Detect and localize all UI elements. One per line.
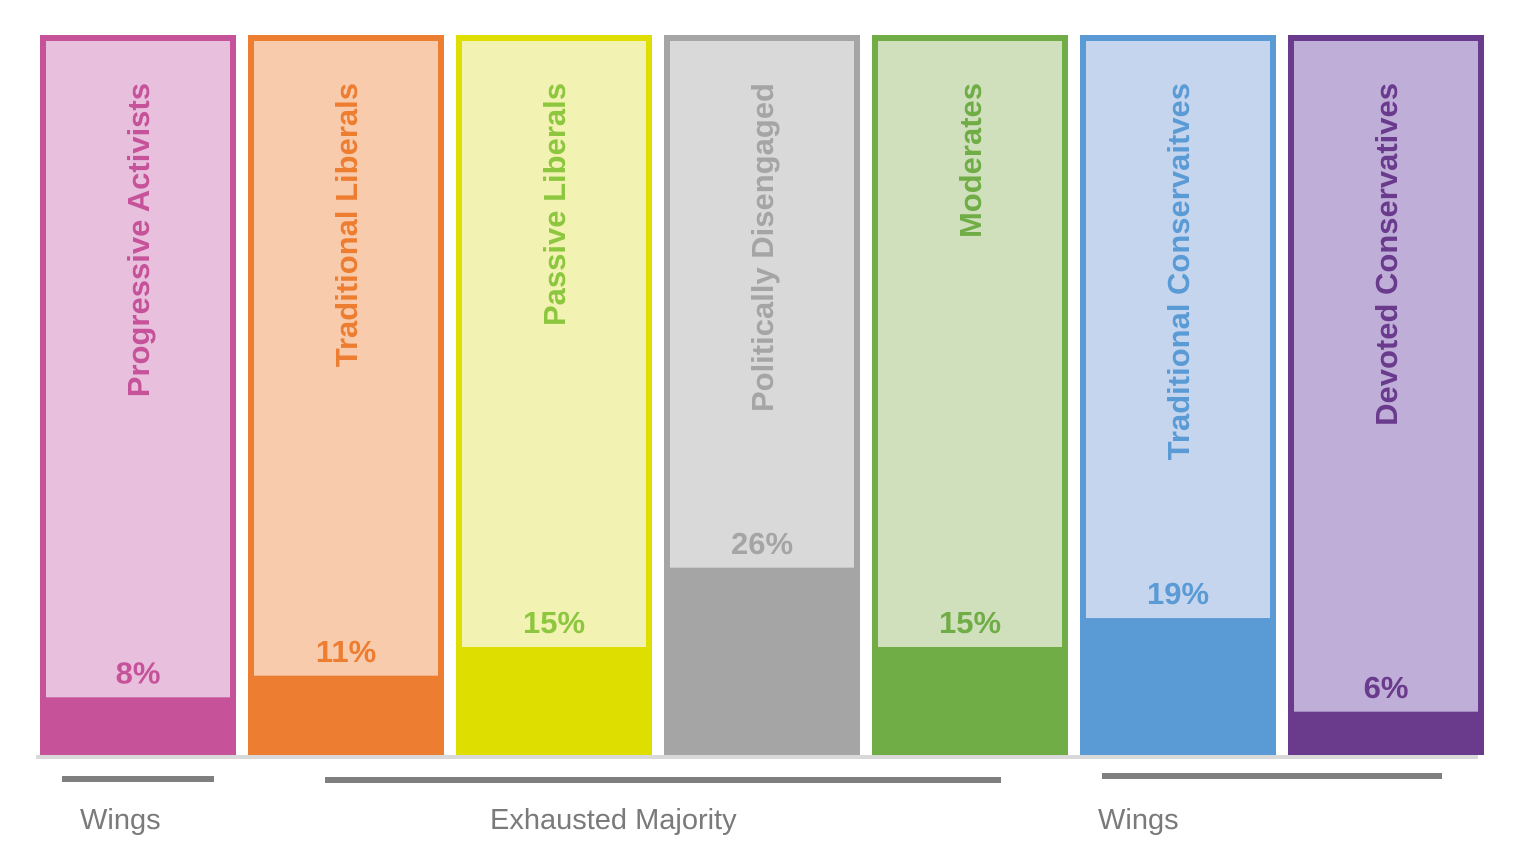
segment-panel [46,41,230,698]
value-bar [40,697,236,755]
value-bar [248,675,444,755]
segment-panel [254,41,438,676]
segment-panel [1294,41,1478,712]
group-label: Wings [80,804,161,836]
value-label: 19% [1147,576,1209,611]
value-label: 26% [731,526,793,561]
value-label: 15% [523,605,585,640]
value-label: 11% [316,634,376,669]
segment-panel [878,41,1062,647]
value-bar [456,647,652,755]
segment-label: Traditional Conservaitves [1161,83,1196,460]
segment-label: Traditional Liberals [329,83,364,367]
group-label: Exhausted Majority [490,804,737,836]
segment-label: Passive Liberals [537,83,572,326]
value-bar [1288,711,1484,755]
value-label: 15% [939,605,1001,640]
value-bar [664,567,860,755]
value-label: 8% [116,655,161,690]
segment-panel [462,41,646,647]
segment-label: Progressive Activists [121,83,156,397]
segment-panel [1086,41,1270,619]
segment-label: Moderates [953,83,988,238]
segment-label: Politically Disengaged [745,83,780,412]
group-label: Wings [1098,804,1179,836]
value-bar [872,647,1068,755]
value-bar [1080,618,1276,755]
value-label: 6% [1364,670,1409,705]
segment-label: Devoted Conservatives [1369,83,1404,426]
segment-panel [670,41,854,568]
